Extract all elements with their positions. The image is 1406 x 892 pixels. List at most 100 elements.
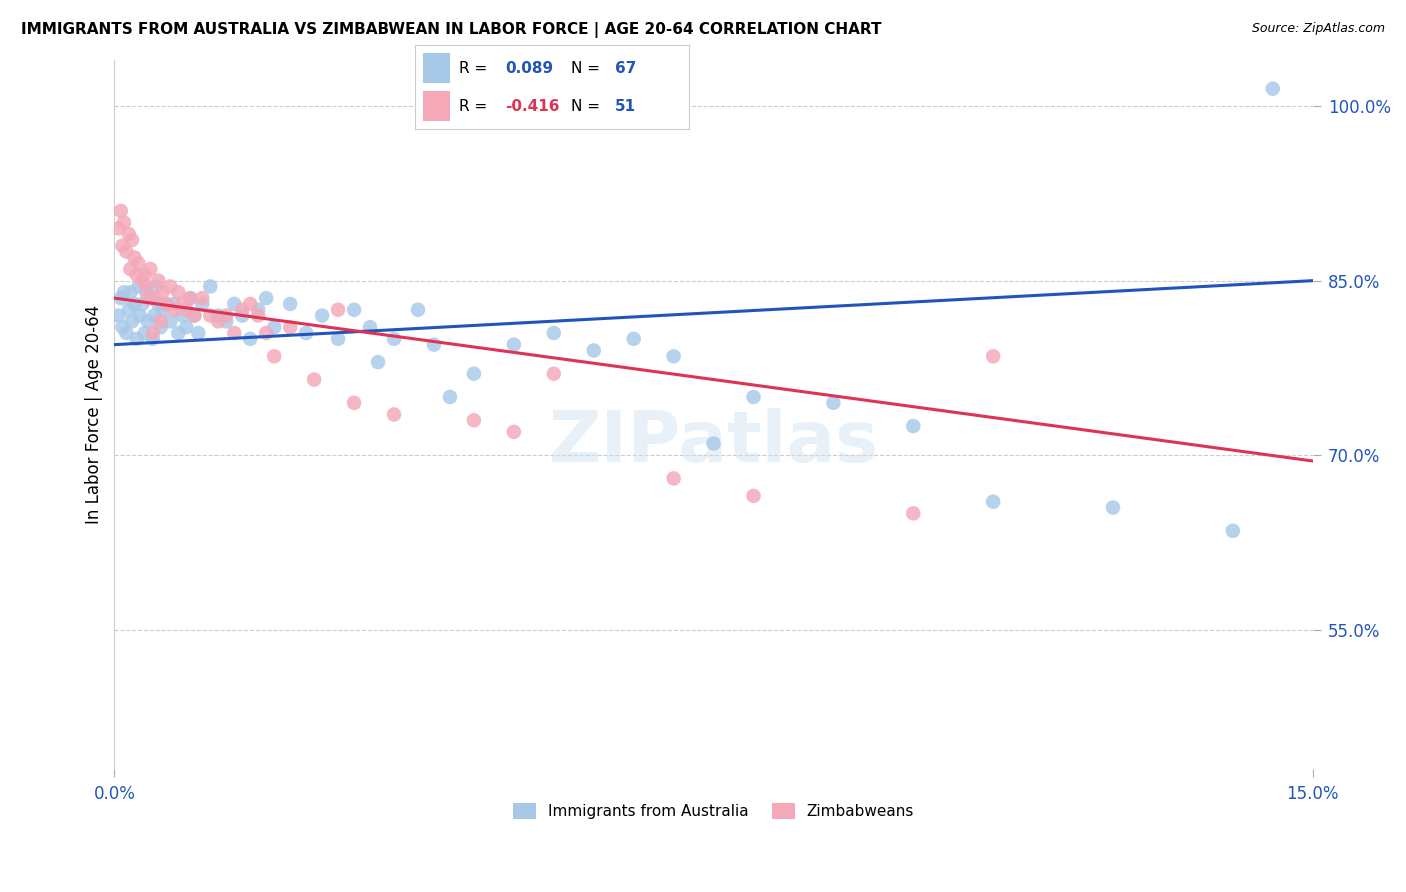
Point bbox=[1222, 524, 1244, 538]
Point bbox=[742, 390, 765, 404]
Point bbox=[183, 309, 205, 323]
Point bbox=[136, 314, 159, 328]
Point bbox=[215, 314, 238, 328]
Point bbox=[903, 506, 925, 520]
Point bbox=[254, 291, 277, 305]
Point bbox=[129, 309, 152, 323]
Point bbox=[662, 349, 685, 363]
Point bbox=[662, 471, 685, 485]
Point bbox=[183, 309, 205, 323]
Point bbox=[110, 291, 132, 305]
Point bbox=[502, 425, 524, 439]
Point bbox=[125, 332, 148, 346]
Bar bbox=[423, 91, 450, 120]
Point bbox=[423, 337, 446, 351]
Point bbox=[367, 355, 389, 369]
Point bbox=[463, 413, 485, 427]
Point bbox=[543, 326, 565, 340]
Point bbox=[343, 302, 366, 317]
Point bbox=[142, 326, 165, 340]
Point bbox=[191, 291, 214, 305]
Point bbox=[981, 349, 1004, 363]
Point bbox=[115, 326, 138, 340]
Point bbox=[127, 256, 149, 270]
Point bbox=[143, 309, 166, 323]
Text: 51: 51 bbox=[614, 99, 636, 114]
Text: N =: N = bbox=[571, 99, 605, 114]
Point bbox=[115, 244, 138, 259]
Point bbox=[200, 279, 222, 293]
Point bbox=[207, 314, 229, 328]
Point bbox=[439, 390, 461, 404]
Point bbox=[136, 291, 159, 305]
Point bbox=[150, 285, 173, 300]
Point bbox=[179, 291, 201, 305]
Point bbox=[502, 337, 524, 351]
Point bbox=[111, 320, 134, 334]
Point bbox=[107, 309, 129, 323]
Point bbox=[224, 326, 246, 340]
Point bbox=[127, 279, 149, 293]
Point bbox=[139, 291, 162, 305]
Text: -0.416: -0.416 bbox=[505, 99, 560, 114]
Point bbox=[142, 332, 165, 346]
Point bbox=[124, 251, 146, 265]
Point bbox=[239, 332, 262, 346]
Point bbox=[463, 367, 485, 381]
Legend: Immigrants from Australia, Zimbabweans: Immigrants from Australia, Zimbabweans bbox=[506, 797, 921, 825]
Point bbox=[118, 227, 141, 241]
Point bbox=[118, 302, 141, 317]
Point bbox=[224, 297, 246, 311]
Point bbox=[163, 302, 186, 317]
Point bbox=[111, 239, 134, 253]
Point bbox=[187, 326, 209, 340]
Point bbox=[134, 326, 156, 340]
Point bbox=[359, 320, 381, 334]
Point bbox=[135, 279, 157, 293]
Point bbox=[742, 489, 765, 503]
Text: 0.089: 0.089 bbox=[505, 61, 554, 76]
Text: N =: N = bbox=[571, 61, 605, 76]
Point bbox=[302, 373, 325, 387]
Point bbox=[623, 332, 645, 346]
Point bbox=[295, 326, 318, 340]
Point bbox=[247, 302, 270, 317]
Point bbox=[107, 221, 129, 235]
Text: 67: 67 bbox=[614, 61, 637, 76]
Point bbox=[191, 297, 214, 311]
Text: ZIPatlas: ZIPatlas bbox=[548, 409, 879, 477]
Point bbox=[263, 349, 285, 363]
Point bbox=[903, 419, 925, 434]
Point bbox=[176, 320, 198, 334]
Point bbox=[110, 203, 132, 218]
Point bbox=[382, 332, 405, 346]
Point bbox=[1261, 81, 1284, 95]
Point bbox=[155, 297, 177, 311]
Text: Source: ZipAtlas.com: Source: ZipAtlas.com bbox=[1251, 22, 1385, 36]
Point bbox=[125, 268, 148, 282]
Point bbox=[120, 285, 142, 300]
Point bbox=[148, 274, 170, 288]
Point bbox=[167, 285, 190, 300]
Point bbox=[121, 233, 143, 247]
Point bbox=[148, 297, 170, 311]
Point bbox=[135, 285, 157, 300]
Point bbox=[247, 309, 270, 323]
Point bbox=[150, 302, 173, 317]
Text: R =: R = bbox=[458, 99, 492, 114]
Point bbox=[406, 302, 429, 317]
Point bbox=[326, 302, 349, 317]
Point bbox=[159, 279, 181, 293]
Point bbox=[145, 279, 167, 293]
Point bbox=[167, 326, 190, 340]
Point bbox=[155, 297, 177, 311]
Point bbox=[543, 367, 565, 381]
Point bbox=[112, 285, 135, 300]
Point bbox=[582, 343, 605, 358]
Point bbox=[131, 297, 153, 311]
Text: R =: R = bbox=[458, 61, 492, 76]
Point bbox=[278, 297, 301, 311]
Point bbox=[143, 291, 166, 305]
Point bbox=[981, 494, 1004, 508]
Point bbox=[326, 332, 349, 346]
